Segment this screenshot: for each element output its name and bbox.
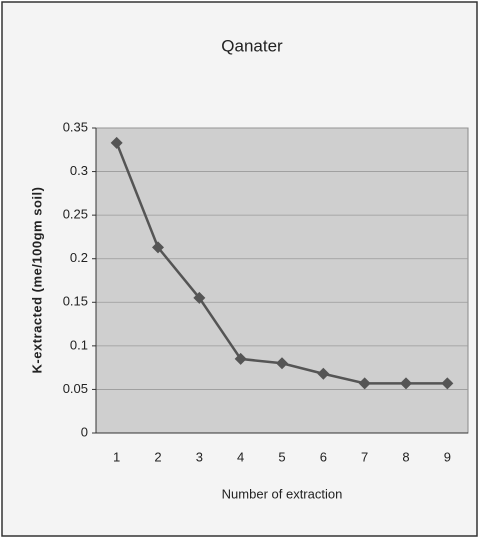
x-tick-label: 7 bbox=[361, 449, 368, 464]
x-tick-label: 2 bbox=[154, 449, 161, 464]
y-tick-label: 0.2 bbox=[70, 250, 88, 265]
y-tick-label: 0.35 bbox=[63, 119, 88, 134]
y-axis-label: K-extracted (me/100gm soil) bbox=[29, 187, 44, 374]
data-marker bbox=[193, 291, 206, 304]
y-tick-label: 0.3 bbox=[70, 163, 88, 178]
x-tick-label: 8 bbox=[402, 449, 409, 464]
data-marker bbox=[152, 241, 164, 254]
x-tick-label: 5 bbox=[278, 449, 285, 464]
x-tick-label: 3 bbox=[196, 449, 203, 464]
x-axis-label: Number of extraction bbox=[222, 486, 343, 501]
y-tick-label: 0.25 bbox=[63, 207, 88, 222]
chart-title: Qanater bbox=[221, 36, 283, 55]
data-marker bbox=[234, 352, 247, 365]
x-tick-label: 9 bbox=[444, 449, 451, 464]
data-marker bbox=[400, 377, 412, 390]
y-tick-label: 0 bbox=[81, 424, 88, 439]
data-marker bbox=[276, 357, 288, 370]
y-tick-label: 0.15 bbox=[63, 294, 88, 309]
x-tick-label: 1 bbox=[113, 449, 120, 464]
y-tick-label: 0.1 bbox=[70, 337, 88, 352]
y-tick-label: 0.05 bbox=[63, 381, 88, 396]
plot-area bbox=[95, 127, 469, 434]
data-marker bbox=[317, 367, 330, 380]
x-tick-label: 6 bbox=[320, 449, 327, 464]
data-marker bbox=[441, 377, 454, 390]
x-tick-label: 4 bbox=[237, 449, 244, 464]
data-marker bbox=[358, 377, 371, 390]
data-marker bbox=[110, 136, 123, 149]
